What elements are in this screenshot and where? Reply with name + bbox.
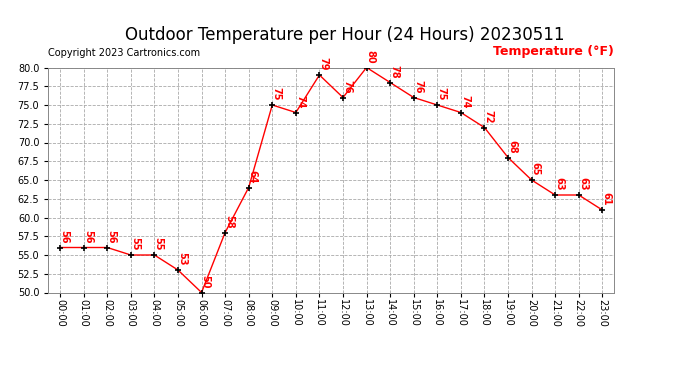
Text: 61: 61 (602, 192, 611, 206)
Text: Outdoor Temperature per Hour (24 Hours) 20230511: Outdoor Temperature per Hour (24 Hours) … (126, 26, 564, 44)
Text: 68: 68 (507, 140, 518, 153)
Text: 74: 74 (295, 95, 305, 108)
Text: 58: 58 (224, 215, 235, 228)
Text: 56: 56 (106, 230, 117, 243)
Text: 76: 76 (413, 80, 423, 93)
Text: 79: 79 (319, 57, 328, 71)
Text: 75: 75 (437, 87, 446, 101)
Text: Copyright 2023 Cartronics.com: Copyright 2023 Cartronics.com (48, 48, 200, 58)
Text: 74: 74 (460, 95, 470, 108)
Text: Temperature (°F): Temperature (°F) (493, 45, 614, 58)
Text: 64: 64 (248, 170, 258, 183)
Text: 50: 50 (201, 275, 210, 288)
Text: 78: 78 (389, 65, 400, 78)
Text: 76: 76 (342, 80, 352, 93)
Text: 75: 75 (271, 87, 282, 101)
Text: 72: 72 (484, 110, 493, 123)
Text: 55: 55 (154, 237, 164, 251)
Text: 65: 65 (531, 162, 541, 176)
Text: 56: 56 (59, 230, 69, 243)
Text: 56: 56 (83, 230, 93, 243)
Text: 55: 55 (130, 237, 140, 251)
Text: 80: 80 (366, 50, 376, 63)
Text: 63: 63 (554, 177, 564, 191)
Text: 63: 63 (578, 177, 588, 191)
Text: 53: 53 (177, 252, 187, 266)
